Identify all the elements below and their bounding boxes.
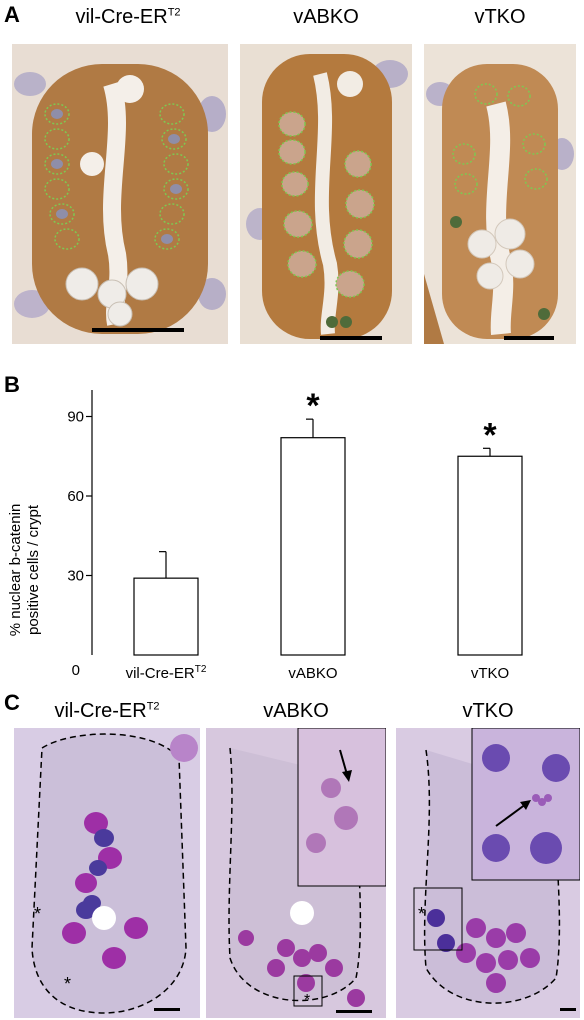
panel-b-letter: B — [4, 372, 20, 397]
significance-marker-2: * — [483, 416, 497, 454]
x-tick-label-1: vABKO — [288, 665, 337, 682]
bar-2 — [457, 455, 523, 656]
asterisk-c-control-2: * — [64, 974, 72, 994]
y-tick-label-0: 0 — [72, 662, 80, 679]
micrograph-a-control — [12, 44, 228, 344]
asterisk-c-control-1: * — [34, 904, 42, 924]
scale-bar-c-vtko — [560, 1008, 576, 1011]
scale-bar-c-vabko — [336, 1010, 372, 1013]
micrograph-c-vtko: * — [396, 728, 580, 1018]
bar-0 — [133, 577, 199, 656]
bar-chart: % nuclear b-catenin positive cells / cry… — [7, 387, 523, 682]
y-tick-label-30: 30 — [67, 568, 84, 585]
x-tick-label-2: vTKO — [471, 665, 509, 682]
asterisk-c-vabko: * — [304, 992, 311, 1009]
y-tick-label-60: 60 — [67, 488, 84, 505]
y-axis-label-line2: positive cells / crypt — [25, 504, 42, 635]
y-axis-label-line1: % nuclear b-catenin — [7, 504, 24, 637]
scale-bar-a-vtko — [504, 336, 554, 340]
scale-bar-a-control — [92, 328, 184, 332]
panel-c-title-vabko: vABKO — [263, 700, 329, 722]
bar-1 — [280, 437, 346, 656]
panel-c-title-control: vil-Cre-ERT2 — [54, 700, 160, 722]
x-tick-label-0: vil-Cre-ERT2 — [126, 664, 207, 682]
asterisk-c-vtko: * — [418, 904, 426, 924]
micrograph-c-control: * * — [14, 728, 200, 1018]
scale-bar-a-vabko — [320, 336, 382, 340]
micrograph-c-vabko: * — [206, 728, 386, 1018]
panel-a-title-vabko: vABKO — [293, 6, 359, 28]
micrograph-a-vtko — [424, 44, 576, 344]
panel-c-title-vtko: vTKO — [462, 700, 514, 722]
panel-c-letter: C — [4, 690, 20, 715]
panel-a-title-vtko: vTKO — [474, 6, 526, 28]
scale-bar-c-control — [154, 1008, 180, 1011]
y-tick-label-90: 90 — [67, 409, 84, 426]
panel-a-letter: A — [4, 2, 20, 27]
panel-a-title-control: vil-Cre-ERT2 — [75, 6, 181, 28]
significance-marker-1: * — [306, 387, 320, 425]
micrograph-a-vabko — [240, 44, 412, 344]
